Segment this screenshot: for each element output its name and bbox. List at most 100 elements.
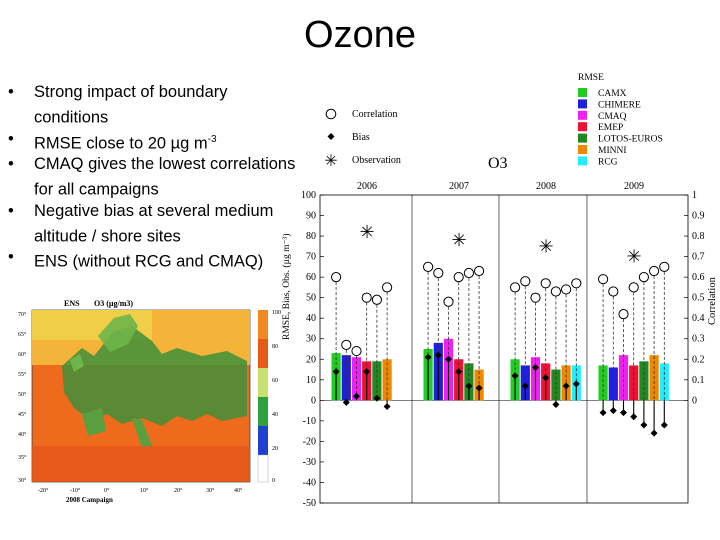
svg-text:30°: 30° — [206, 487, 215, 494]
legend-label: RCG — [598, 157, 618, 167]
y-tick-label: 80 — [306, 231, 316, 242]
y2-tick-label: 0.5 — [692, 293, 705, 304]
y-tick-label: 70 — [306, 252, 316, 263]
bullet-item: • Strong impact of boundary conditions — [8, 83, 228, 127]
y2-tick-label: 0.4 — [692, 313, 705, 324]
legend-swatch — [578, 133, 587, 143]
y-tick-label: -50 — [303, 498, 316, 509]
corr-point — [598, 274, 609, 285]
rmse-bar — [530, 357, 541, 401]
rmse-bar — [423, 349, 433, 401]
y-tick-label: 0 — [311, 395, 316, 406]
corr-point — [509, 282, 521, 293]
map-title-left: ENS — [64, 299, 80, 308]
bias-point — [521, 382, 529, 390]
y2-tick-label: 0.2 — [692, 354, 705, 365]
bias-point — [383, 402, 391, 410]
y-tick-label: -10 — [303, 416, 316, 427]
rmse-bar — [659, 363, 669, 401]
bias-point — [599, 409, 607, 417]
legend-swatch — [578, 156, 587, 166]
bias-point — [353, 392, 360, 400]
svg-text:100: 100 — [272, 310, 281, 316]
rmse-bar — [372, 361, 382, 401]
legend-swatch — [578, 88, 587, 97]
bias-point — [434, 351, 442, 359]
corr-point — [649, 265, 660, 277]
svg-text:50°: 50° — [18, 391, 27, 398]
legend-label: MINNI — [598, 146, 627, 156]
corr-point — [453, 272, 464, 283]
corr-point — [341, 339, 352, 350]
category-label: 2009 — [624, 181, 644, 192]
bias-point — [373, 394, 381, 402]
observation-point: ✳ — [538, 236, 553, 256]
y-tick-label: 30 — [306, 334, 316, 345]
y-tick-label: 90 — [306, 211, 316, 222]
bias-point — [650, 429, 658, 437]
bias-point — [445, 355, 452, 363]
corr-point — [361, 292, 372, 303]
map-colorbar: 100 80 60 40 20 0 — [257, 310, 281, 484]
map-area — [31, 309, 251, 483]
map-caption: 2008 Campaign — [66, 496, 113, 504]
bias-point — [542, 374, 550, 382]
rmse-bar — [341, 355, 351, 401]
y-tick-label: 100 — [301, 190, 316, 201]
legend-observation-marker: ✳ — [324, 153, 337, 170]
legend-marker-label: Bias — [352, 132, 370, 143]
svg-text:40°: 40° — [234, 487, 243, 494]
rmse-bar — [629, 365, 639, 401]
bullet-text: Negative bias at several medium altitude… — [34, 201, 274, 246]
bullet-text: ENS (without RCG and CMAQ) — [34, 252, 264, 271]
bullet-item: • RMSE close to 20 µg m-3 — [8, 129, 217, 153]
legend-marker-label: Observation — [352, 155, 401, 166]
legend-correlation-marker — [325, 108, 337, 120]
y2-tick-label: 0.1 — [692, 375, 705, 386]
bias-point — [562, 382, 570, 390]
bias-point — [363, 368, 371, 376]
svg-text:-10°: -10° — [70, 487, 81, 494]
rmse-bar — [464, 363, 474, 401]
observation-point: ✳ — [451, 230, 466, 250]
plot-frame — [319, 194, 689, 504]
y2-tick-label: 0.9 — [692, 211, 705, 222]
bullet-sup: -3 — [207, 133, 217, 145]
svg-text:20°: 20° — [174, 487, 183, 494]
corr-point — [571, 278, 582, 289]
rmse-bar — [608, 367, 618, 401]
corr-point — [463, 267, 474, 279]
corr-point — [530, 292, 541, 303]
y2-tick-label: 0.7 — [692, 252, 705, 263]
rmse-bar — [541, 363, 551, 401]
y2-tick-label: 0.6 — [692, 272, 705, 283]
bullet-text: Strong impact of boundary conditions — [34, 83, 228, 127]
corr-point — [331, 272, 342, 283]
rmse-bar — [561, 365, 571, 401]
chart-marks: ✳ ✳ ✳ ✳ — [331, 222, 670, 437]
map-title-right: O3 (µg/m3) — [94, 299, 133, 308]
svg-text:40: 40 — [272, 412, 278, 418]
rmse-bar — [551, 369, 561, 401]
rmse-bar — [510, 359, 520, 401]
legend-swatch — [578, 145, 587, 154]
bullet-text: CMAQ gives the lowest correlations for a… — [34, 155, 296, 199]
legend-marker-label: Correlation — [352, 109, 398, 120]
chart-title: O3 — [488, 155, 508, 172]
corr-point — [351, 345, 362, 357]
category-label: 2007 — [449, 181, 469, 192]
svg-text:65°: 65° — [18, 331, 27, 338]
corr-point — [474, 265, 485, 277]
legend-title: RMSE — [578, 73, 604, 83]
legend-swatch — [578, 122, 587, 132]
rmse-bar — [351, 357, 362, 401]
svg-text:0: 0 — [272, 478, 275, 484]
bullet-list: • Strong impact of boundary conditions • R… — [6, 82, 296, 273]
corr-point — [608, 286, 619, 297]
bullet-item: • CMAQ gives the lowest correlations for … — [8, 155, 296, 199]
bias-point — [552, 400, 560, 408]
legend-label: EMEP — [598, 123, 623, 133]
bias-point — [511, 372, 519, 380]
corr-point — [618, 308, 629, 320]
observation-point: ✳ — [359, 222, 374, 242]
